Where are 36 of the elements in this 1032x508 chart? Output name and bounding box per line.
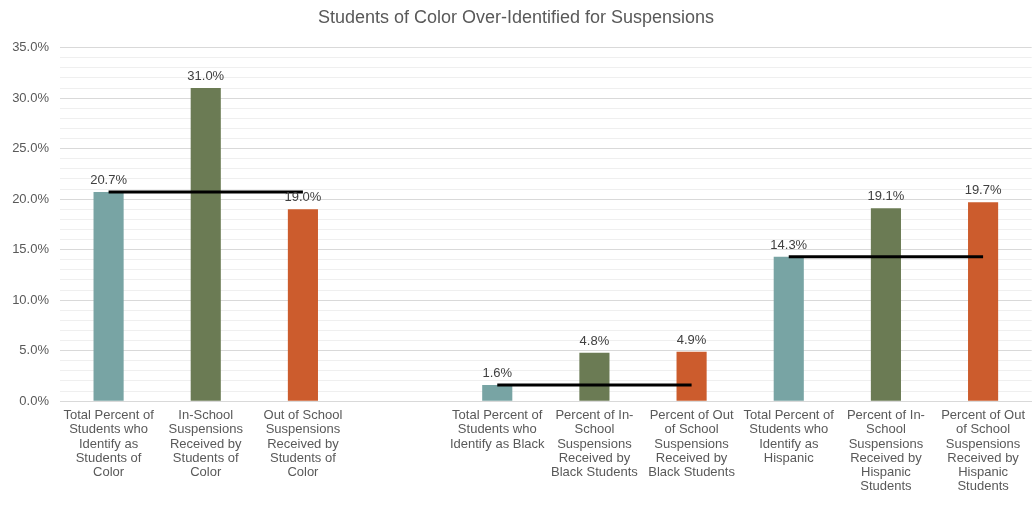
data-label: 4.9% [676, 331, 707, 347]
data-label: 4.8% [579, 332, 610, 348]
y-tick-label: 0.0% [19, 392, 50, 408]
x-tick-label: Total Percent of Students who Identify as Students of Color [63, 406, 155, 480]
data-label: 19.0% [284, 189, 322, 205]
data-label: 20.7% [90, 172, 128, 188]
y-tick-label: 15.0% [12, 241, 50, 257]
x-tick-label: Percent of In-School Suspensions Received by Hispanic Students [846, 406, 925, 494]
bar [287, 209, 318, 401]
bar [190, 88, 221, 401]
data-label: 19.1% [867, 188, 905, 204]
data-label: 1.6% [482, 365, 513, 381]
bar [93, 192, 124, 401]
y-tick-label: 25.0% [12, 140, 50, 156]
x-tick-label: Percent of Out of School Suspensions Received by Hispanic Students [941, 406, 1026, 494]
y-tick-label: 5.0% [19, 342, 50, 358]
x-tick-label: Percent of Out of School Suspensions Received by Black Students [648, 406, 736, 480]
data-label: 31.0% [187, 68, 225, 84]
bar [773, 256, 804, 401]
x-tick-label: Percent of In-School Suspensions Received by Black Students [551, 406, 639, 480]
x-tick-label: Total Percent of Students who Identify as Hispanic [743, 406, 835, 465]
data-label: 19.7% [964, 182, 1002, 198]
y-tick-label: 30.0% [12, 89, 50, 105]
bar [579, 352, 610, 401]
bar [676, 351, 707, 401]
x-tick-label: Total Percent of Students who Identify as Black [449, 406, 546, 451]
data-label: 14.3% [770, 236, 808, 252]
bar [482, 385, 513, 401]
y-tick-label: 10.0% [12, 291, 50, 307]
x-tick-label: In-School Suspensions Received by Students of Color [168, 406, 244, 480]
y-tick-label: 35.0% [12, 39, 50, 55]
bar [870, 208, 901, 401]
y-tick-label: 20.0% [12, 190, 50, 206]
x-tick-label: Out of School Suspensions Received by Students of Color [263, 406, 343, 480]
chart-title: Students of Color Over-Identified for Suspensions [317, 6, 715, 27]
bar [968, 202, 999, 401]
